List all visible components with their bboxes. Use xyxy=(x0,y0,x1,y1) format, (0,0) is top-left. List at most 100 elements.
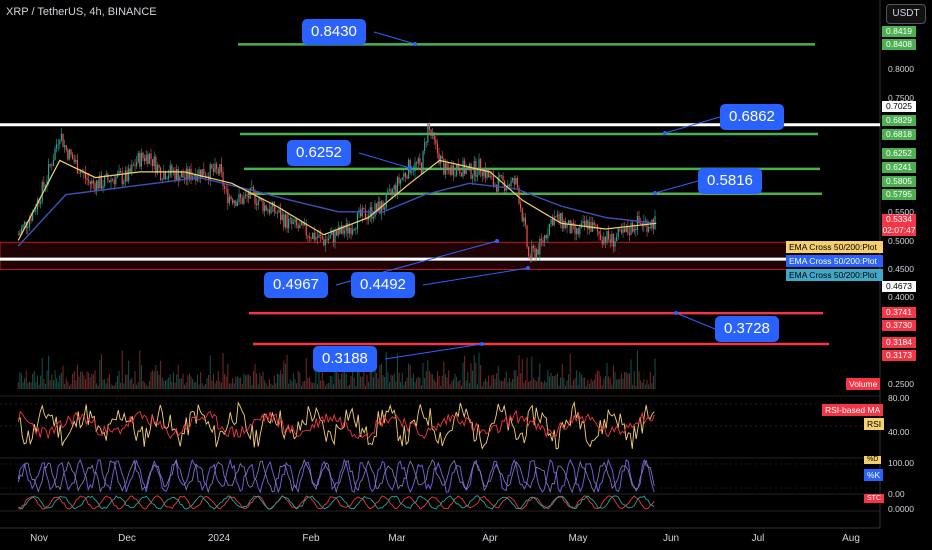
volume-bar xyxy=(648,384,650,389)
candle-body xyxy=(568,220,570,224)
candle-body xyxy=(240,193,242,199)
candle-body xyxy=(398,177,400,184)
candle-body xyxy=(254,190,256,204)
candle-body xyxy=(438,153,440,164)
candle-body xyxy=(312,232,314,239)
volume-bar xyxy=(611,384,613,389)
volume-bar xyxy=(558,385,560,389)
candle-body xyxy=(348,227,351,234)
candle-body xyxy=(374,203,376,217)
volume-bar xyxy=(118,370,120,389)
candle-body xyxy=(283,214,285,228)
volume-bar xyxy=(459,379,461,389)
price-callout[interactable]: 0.8430 xyxy=(302,19,366,45)
price-callout[interactable]: 0.6252 xyxy=(287,140,351,166)
volume-bar xyxy=(315,370,317,389)
candle-body xyxy=(188,168,191,180)
volume-bar xyxy=(280,370,282,389)
volume-bar xyxy=(176,374,178,389)
currency-selector[interactable]: USDT xyxy=(886,4,926,24)
volume-bar xyxy=(560,377,562,389)
price-callout[interactable]: 0.6862 xyxy=(720,104,784,130)
volume-bar xyxy=(454,373,456,389)
volume-bar xyxy=(227,364,229,389)
candle-body xyxy=(644,220,647,222)
price-callout[interactable]: 0.3728 xyxy=(715,316,779,342)
price-callout[interactable]: 0.4492 xyxy=(351,272,415,298)
candle-body xyxy=(486,170,488,178)
candle-body xyxy=(544,235,546,243)
volume-bar xyxy=(547,370,549,389)
candle-body xyxy=(520,203,522,209)
candle-body xyxy=(291,218,293,224)
candle-body xyxy=(532,246,535,249)
volume-bar xyxy=(318,371,320,389)
volume-bar xyxy=(545,382,547,389)
candle-body xyxy=(596,226,599,232)
volume-bar xyxy=(304,380,306,389)
candle-body xyxy=(392,189,394,194)
volume-bar xyxy=(393,373,395,389)
price-callout[interactable]: 0.4967 xyxy=(264,272,328,298)
price-callout[interactable]: 0.3188 xyxy=(313,346,377,372)
volume-bar xyxy=(377,378,379,389)
volume-bar xyxy=(43,378,45,389)
candle-body xyxy=(30,218,32,221)
candle-body xyxy=(110,179,112,183)
candle-body xyxy=(147,154,149,164)
volume-bar xyxy=(427,360,429,389)
volume-bar xyxy=(105,383,107,389)
volume-bar xyxy=(254,363,256,389)
price-callout[interactable]: 0.5816 xyxy=(698,168,762,194)
volume-bar xyxy=(288,383,290,389)
candle-body xyxy=(278,209,280,213)
volume-bar xyxy=(552,375,554,389)
candle-body xyxy=(339,227,341,234)
volume-bar xyxy=(312,382,314,389)
candle-body xyxy=(99,175,101,189)
candle-body xyxy=(329,234,331,239)
candle-body xyxy=(377,201,379,211)
volume-bar xyxy=(217,371,219,389)
candle-body xyxy=(499,174,501,178)
volume-bar xyxy=(444,374,446,389)
price-tag: 0.3173 xyxy=(882,350,916,361)
volume-bar xyxy=(563,377,565,389)
volume-bar xyxy=(472,370,474,389)
volume-bar xyxy=(473,354,475,389)
candle-body xyxy=(460,173,463,177)
volume-bar xyxy=(297,370,299,389)
volume-bar xyxy=(539,363,541,389)
candle-body xyxy=(502,175,504,181)
candle-body xyxy=(307,235,309,237)
candle-body xyxy=(491,175,493,177)
candle-body xyxy=(608,231,610,240)
volume-bar xyxy=(115,382,117,389)
volume-bar xyxy=(224,373,226,389)
volume-bar xyxy=(606,362,608,389)
candle-body xyxy=(68,149,71,160)
volume-bar xyxy=(345,373,347,389)
volume-bar xyxy=(265,383,267,389)
candle-body xyxy=(600,234,602,240)
volume-bar xyxy=(238,377,240,389)
volume-bar xyxy=(171,381,173,389)
candle-body xyxy=(166,178,168,180)
candle-body xyxy=(638,215,640,224)
candle-body xyxy=(403,173,405,178)
candle-body xyxy=(20,228,23,234)
volume-bar xyxy=(67,381,69,389)
candle-body xyxy=(244,194,247,197)
volume-bar xyxy=(73,371,75,389)
volume-bar xyxy=(195,382,197,389)
candle-body xyxy=(537,249,539,255)
candle-body xyxy=(539,238,541,255)
volume-bar xyxy=(235,376,237,389)
candle-body xyxy=(222,171,224,187)
volume-bar xyxy=(36,375,38,389)
volume-bar xyxy=(35,382,37,389)
volume-bar xyxy=(24,378,26,389)
ema-legend-3: EMA Cross 50/200:Plot xyxy=(786,269,883,281)
candle-body xyxy=(139,153,141,167)
candle-body xyxy=(179,177,181,182)
